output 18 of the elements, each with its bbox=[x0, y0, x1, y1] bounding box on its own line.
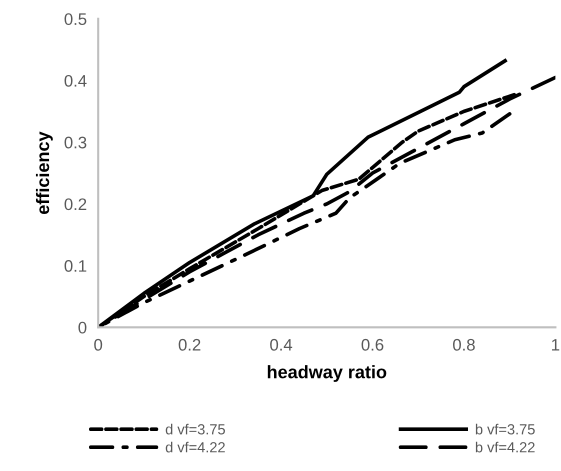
legend-label: d vf=3.75 bbox=[166, 424, 225, 434]
x-tick-label: 0.2 bbox=[178, 338, 200, 351]
y-tick-label: 0.1 bbox=[64, 260, 86, 272]
legend-label: b vf=4.22 bbox=[476, 442, 535, 452]
legend-label: b vf=3.75 bbox=[476, 424, 535, 434]
y-tick-label: 0 bbox=[78, 322, 86, 334]
x-axis-title: headway ratio bbox=[268, 365, 386, 382]
x-tick-label: 0.8 bbox=[453, 338, 475, 351]
x-tick-label: 0.6 bbox=[362, 338, 384, 351]
x-tick-label: 0 bbox=[94, 338, 102, 351]
y-tick-label: 0.5 bbox=[64, 13, 86, 26]
y-tick-label: 0.4 bbox=[64, 74, 87, 87]
y-axis-title: efficiency bbox=[36, 132, 53, 214]
y-tick-label: 0.2 bbox=[64, 198, 86, 210]
legend-label: d vf=4.22 bbox=[166, 442, 225, 452]
x-tick-label: 0.4 bbox=[270, 338, 292, 351]
x-tick-label: 1 bbox=[552, 339, 560, 351]
y-tick-label: 0.3 bbox=[64, 136, 86, 148]
